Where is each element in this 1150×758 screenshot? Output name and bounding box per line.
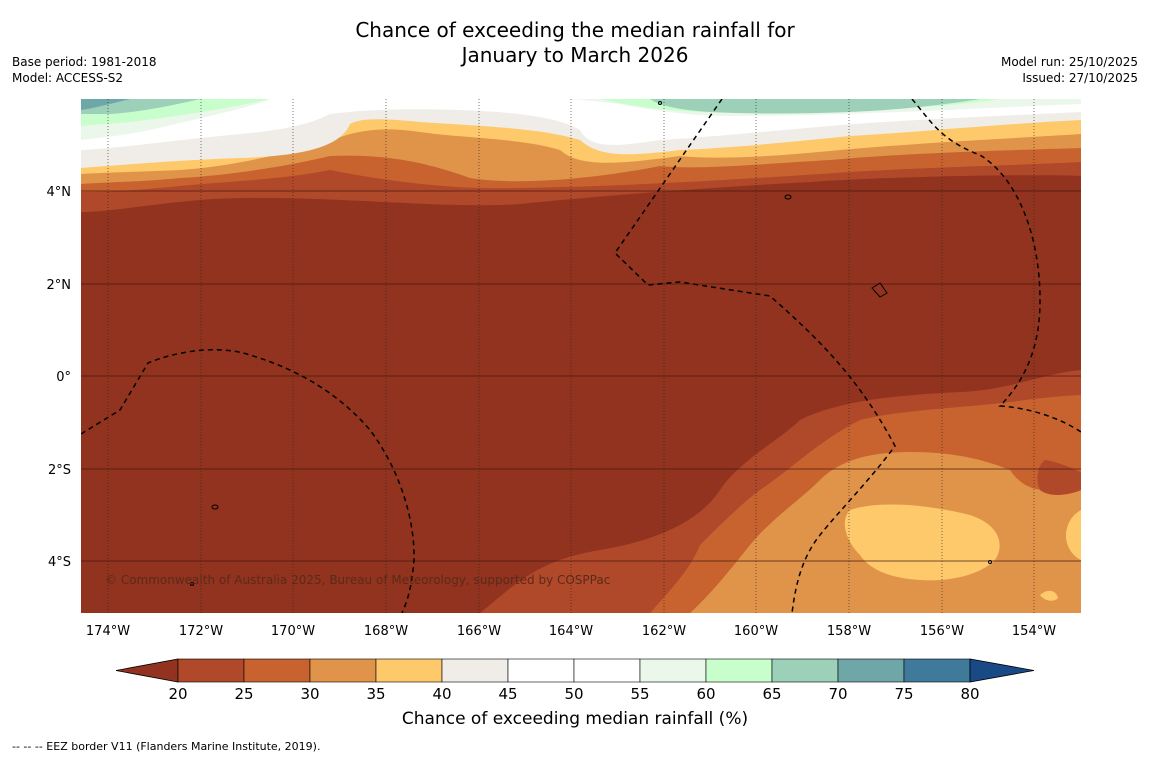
colorbar-tick-label: 45 [498, 685, 517, 703]
meta-left: Base period: 1981-2018 Model: ACCESS-S2 [12, 54, 157, 86]
model-run: Model run: 25/10/2025 [1000, 55, 1138, 69]
lon-label: 168°W [364, 624, 408, 639]
band-40-southeast [844, 504, 1000, 581]
colorbar-segment [243, 658, 311, 683]
colorbar-title: Chance of exceeding median rainfall (%) [401, 709, 749, 729]
lon-label: 154°W [1012, 624, 1056, 639]
colorbar-segment [837, 658, 905, 683]
colorbar-tick-label: 25 [234, 685, 253, 703]
meta-right: Model run: 25/10/2025 Issued: 27/10/2025 [1001, 54, 1138, 86]
lon-label: 160°W [734, 624, 778, 639]
colorbar-tick-label: 60 [696, 685, 715, 703]
model-name: Model: ACCESS-S2 [12, 71, 124, 85]
lon-label: 174°W [86, 624, 130, 639]
colorbar-tick-label: 70 [828, 685, 847, 703]
colorbar: 20 25 30 35 40 45 50 55 60 65 70 75 80 [115, 658, 1035, 703]
lon-label: 156°W [920, 624, 964, 639]
lon-label: 164°W [549, 624, 593, 639]
colorbar-under-arrow [115, 658, 179, 683]
colorbar-segment [309, 658, 377, 683]
colorbar-segment [573, 658, 641, 683]
lon-label: 172°W [179, 624, 223, 639]
colorbar-tick-label: 75 [894, 685, 913, 703]
colorbar-segment [771, 658, 839, 683]
colorbar-segment [507, 658, 575, 683]
band-65-north-b [650, 99, 980, 114]
colorbar-tick-label: 80 [960, 685, 979, 703]
colorbar-tick-label: 35 [366, 685, 385, 703]
colorbar-tick-label: 50 [564, 685, 583, 703]
band-70-north [81, 99, 130, 110]
latitude-gridlines [81, 190, 1081, 562]
lon-label: 170°W [271, 624, 315, 639]
colorbar-tick-label: 40 [432, 685, 451, 703]
lon-label: 166°W [457, 624, 501, 639]
colorbar-tick-label: 30 [300, 685, 319, 703]
copyright-text: © Commonwealth of Australia 2025, Bureau… [105, 573, 610, 587]
colorbar-segment [705, 658, 773, 683]
lat-label: 0° [56, 370, 71, 385]
colorbar-over-arrow [969, 658, 1035, 683]
colorbar-segment [375, 658, 443, 683]
latitude-labels: 4°N 2°N 0° 2°S 4°S [47, 185, 72, 570]
lon-label: 162°W [642, 624, 686, 639]
chart-title: Chance of exceeding the median rainfall … [0, 18, 1150, 68]
lat-label: 2°N [47, 278, 72, 293]
eez-borders [81, 99, 1081, 613]
band-40-east [1065, 510, 1081, 560]
rainfall-map: © Commonwealth of Australia 2025, Bureau… [81, 99, 1081, 613]
lon-label: 158°W [827, 624, 871, 639]
colorbar-segment [177, 658, 245, 683]
title-line-2: January to March 2026 [461, 43, 689, 67]
colorbar-segment [903, 658, 971, 683]
colorbar-segment [639, 658, 707, 683]
lat-label: 2°S [48, 463, 71, 478]
base-period: Base period: 1981-2018 [12, 55, 157, 69]
title-line-1: Chance of exceeding the median rainfall … [355, 18, 795, 42]
islands [190, 101, 992, 586]
band-40-east-b [1040, 590, 1058, 601]
colorbar-tick-label: 55 [630, 685, 649, 703]
eez-footnote: -- -- -- EEZ border V11 (Flanders Marine… [12, 740, 321, 753]
issued-date: Issued: 27/10/2025 [1022, 71, 1138, 85]
lat-label: 4°N [47, 185, 72, 200]
colorbar-tick-label: 20 [168, 685, 187, 703]
colorbar-segment [441, 658, 509, 683]
longitude-labels: 174°W 172°W 170°W 168°W 166°W 164°W 162°… [86, 624, 1056, 639]
colorbar-tick-label: 65 [762, 685, 781, 703]
lat-label: 4°S [48, 555, 71, 570]
